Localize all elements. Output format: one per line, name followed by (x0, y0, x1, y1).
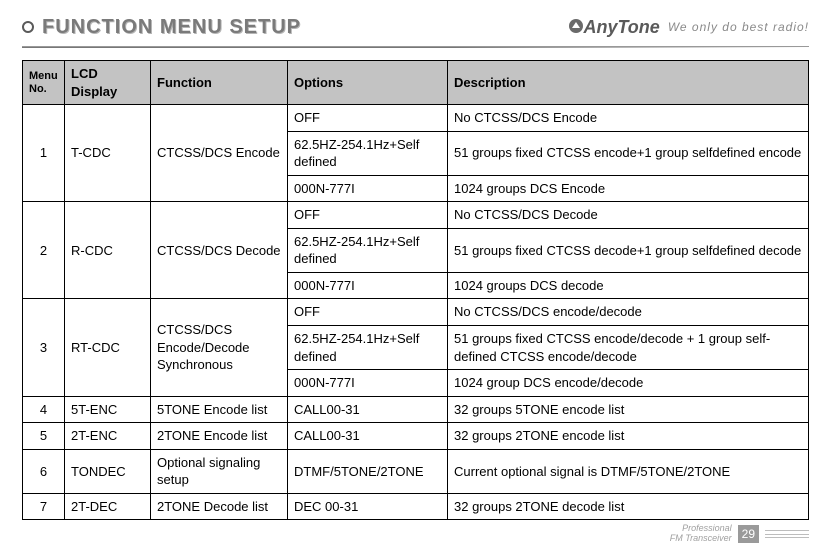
cell-description: 1024 groups DCS decode (448, 272, 809, 299)
cell-description: No CTCSS/DCS encode/decode (448, 299, 809, 326)
header: FUNCTION MENU SETUP AnyTone We only do b… (22, 10, 809, 44)
cell-function: CTCSS/DCS Decode (151, 202, 288, 299)
table-row: 72T-DEC2TONE Decode listDEC 00-3132 grou… (23, 493, 809, 520)
cell-menu-no: 3 (23, 299, 65, 396)
footer: Professional FM Transceiver 29 (670, 524, 809, 544)
cell-description: 1024 group DCS encode/decode (448, 370, 809, 397)
cell-option: CALL00-31 (288, 396, 448, 423)
table-row: 45T-ENC5TONE Encode listCALL00-3132 grou… (23, 396, 809, 423)
cell-menu-no: 6 (23, 449, 65, 493)
logo-icon (569, 19, 583, 33)
cell-menu-no: 7 (23, 493, 65, 520)
cell-option: 000N-777I (288, 370, 448, 397)
table-row: 52T-ENC2TONE Encode listCALL00-3132 grou… (23, 423, 809, 450)
table-row: 1T-CDCCTCSS/DCS EncodeOFFNo CTCSS/DCS En… (23, 105, 809, 132)
footer-text: Professional FM Transceiver (670, 524, 732, 544)
cell-description: No CTCSS/DCS Decode (448, 202, 809, 229)
table-row: 6TONDECOptional signaling setupDTMF/5TON… (23, 449, 809, 493)
cell-lcd: TONDEC (65, 449, 151, 493)
cell-function: 2TONE Encode list (151, 423, 288, 450)
cell-description: 1024 groups DCS Encode (448, 175, 809, 202)
cell-description: 32 groups 2TONE decode list (448, 493, 809, 520)
cell-option: 000N-777I (288, 272, 448, 299)
cell-description: 51 groups fixed CTCSS encode/decode + 1 … (448, 326, 809, 370)
tagline: We only do best radio! (668, 20, 809, 34)
cell-option: OFF (288, 299, 448, 326)
table-row: 3RT-CDCCTCSS/DCS Encode/Decode Synchrono… (23, 299, 809, 326)
footer-line2: FM Transceiver (670, 534, 732, 544)
cell-description: 32 groups 5TONE encode list (448, 396, 809, 423)
cell-option: 62.5HZ-254.1Hz+Self defined (288, 326, 448, 370)
col-menu-no: Menu No. (23, 61, 65, 105)
cell-lcd: 2T-ENC (65, 423, 151, 450)
cell-option: DEC 00-31 (288, 493, 448, 520)
cell-option: 62.5HZ-254.1Hz+Self defined (288, 228, 448, 272)
cell-description: Current optional signal is DTMF/5TONE/2T… (448, 449, 809, 493)
cell-menu-no: 2 (23, 202, 65, 299)
cell-function: Optional signaling setup (151, 449, 288, 493)
page: FUNCTION MENU SETUP AnyTone We only do b… (0, 0, 831, 552)
page-title: FUNCTION MENU SETUP (42, 16, 301, 39)
header-divider (22, 46, 809, 48)
menu-table: Menu No. LCD Display Function Options De… (22, 60, 809, 520)
cell-option: 62.5HZ-254.1Hz+Self defined (288, 131, 448, 175)
cell-menu-no: 4 (23, 396, 65, 423)
cell-menu-no: 5 (23, 423, 65, 450)
cell-function: 5TONE Encode list (151, 396, 288, 423)
cell-function: CTCSS/DCS Encode (151, 105, 288, 202)
cell-lcd: RT-CDC (65, 299, 151, 396)
cell-lcd: T-CDC (65, 105, 151, 202)
logo-area: AnyTone We only do best radio! (569, 17, 809, 38)
table-head: Menu No. LCD Display Function Options De… (23, 61, 809, 105)
cell-description: 51 groups fixed CTCSS encode+1 group sel… (448, 131, 809, 175)
cell-lcd: R-CDC (65, 202, 151, 299)
cell-option: DTMF/5TONE/2TONE (288, 449, 448, 493)
cell-function: CTCSS/DCS Encode/Decode Synchronous (151, 299, 288, 396)
cell-option: OFF (288, 105, 448, 132)
cell-function: 2TONE Decode list (151, 493, 288, 520)
cell-lcd: 2T-DEC (65, 493, 151, 520)
col-options: Options (288, 61, 448, 105)
col-function: Function (151, 61, 288, 105)
cell-description: 32 groups 2TONE encode list (448, 423, 809, 450)
col-description: Description (448, 61, 809, 105)
cell-description: 51 groups fixed CTCSS decode+1 group sel… (448, 228, 809, 272)
cell-option: 000N-777I (288, 175, 448, 202)
table-row: 2R-CDCCTCSS/DCS DecodeOFFNo CTCSS/DCS De… (23, 202, 809, 229)
title-row: FUNCTION MENU SETUP (22, 16, 301, 39)
col-lcd-display: LCD Display (65, 61, 151, 105)
bullet-icon (22, 21, 34, 33)
cell-description: No CTCSS/DCS Encode (448, 105, 809, 132)
cell-option: OFF (288, 202, 448, 229)
cell-menu-no: 1 (23, 105, 65, 202)
cell-option: CALL00-31 (288, 423, 448, 450)
footer-lines-icon (765, 530, 809, 538)
cell-lcd: 5T-ENC (65, 396, 151, 423)
brand-name: AnyTone (583, 17, 659, 38)
page-number: 29 (738, 525, 759, 543)
table-body: 1T-CDCCTCSS/DCS EncodeOFFNo CTCSS/DCS En… (23, 105, 809, 520)
